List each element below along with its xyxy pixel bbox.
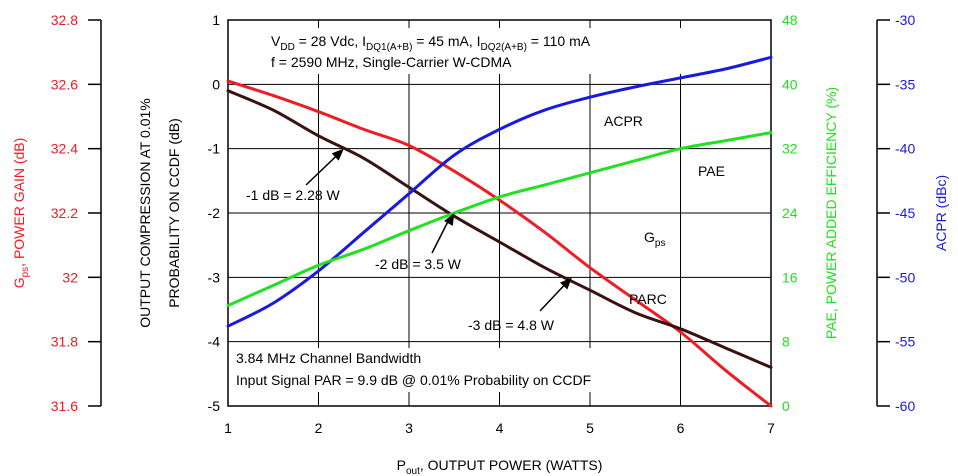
x-axis-label: Pout, OUTPUT POWER (WATTS) (397, 457, 603, 476)
annotation-layer (305, 148, 572, 312)
parc-tick-label: -1 (208, 141, 221, 157)
gps-tick-label: 31.6 (51, 398, 78, 414)
gps-tick-label: 32.2 (51, 205, 78, 221)
pae-tick-label: 32 (782, 141, 798, 157)
x-tick-label: 1 (224, 420, 232, 436)
acpr-tick-label: -55 (895, 334, 915, 350)
pae-tick-label: 8 (782, 334, 790, 350)
x-tick-label: 5 (586, 420, 594, 436)
series-label-pae: PAE (698, 163, 725, 179)
parc-tick-label: -4 (208, 334, 221, 350)
acpr-tick-label: -30 (895, 12, 915, 28)
series-label-gps: Gps (644, 229, 665, 249)
gps-tick-label: 31.8 (51, 334, 78, 350)
annotation-arrow-line (539, 280, 569, 312)
text-layer: ACPR PAE PARC Gps -1 dB = 2.28 W -2 dB = 3.5 … (232, 28, 725, 392)
acpr-tick-label: -45 (895, 205, 915, 221)
parc-tick-label: -3 (208, 269, 221, 285)
annotation-arrow-line (431, 216, 451, 254)
x-tick-label: 6 (677, 420, 685, 436)
series-line-pae (226, 131, 773, 307)
conditions-box (262, 28, 690, 74)
annotation-label: -1 dB = 2.28 W (246, 187, 341, 203)
series-label-acpr: ACPR (604, 113, 643, 129)
footnote-line2: Input Signal PAR = 9.9 dB @ 0.01% Probab… (236, 372, 591, 388)
gps-tick-label: 32 (62, 269, 78, 285)
parc-tick-label: -2 (208, 205, 221, 221)
axes: 1 2 3 4 5 6 7 Pout, OUTPUT POWER (WATTS) 31.6 31.… (11, 12, 949, 476)
acpr-tick-label: -50 (895, 269, 915, 285)
footnote-line1: 3.84 MHz Channel Bandwidth (236, 350, 421, 366)
parc-tick-label: 0 (212, 76, 220, 92)
gps-tick-label: 32.6 (51, 76, 78, 92)
pae-tick-label: 48 (782, 12, 798, 28)
gps-axis-label: Gps, POWER GAIN (dB) (11, 138, 31, 289)
plot-frame (227, 19, 772, 407)
pae-axis-label: PAE, POWER ADDED EFFICIENCY (%) (823, 87, 839, 339)
acpr-tick-label: -60 (895, 398, 915, 414)
x-tick-label: 4 (496, 420, 504, 436)
acpr-tick-label: -40 (895, 141, 915, 157)
series-line-gps (226, 79, 773, 408)
x-tick-label: 7 (767, 420, 775, 436)
acpr-tick-label: -35 (895, 76, 915, 92)
gps-tick-label: 32.8 (51, 12, 78, 28)
pae-tick-label: 40 (782, 76, 798, 92)
gps-tick-label: 32.4 (51, 141, 78, 157)
series-label-parc: PARC (629, 291, 667, 307)
conditions-line1: VDD = 28 Vdc, IDQ1(A+B) = 45 mA, IDQ2(A+… (271, 33, 591, 53)
series-line-acpr (226, 55, 773, 328)
acpr-axis-label: ACPR (dBc) (933, 175, 949, 251)
pae-tick-label: 0 (782, 398, 790, 414)
series-line-parc (226, 89, 773, 369)
parc-tick-label: -5 (208, 398, 221, 414)
annotation-label: -2 dB = 3.5 W (375, 256, 462, 272)
annotation-arrow-head (560, 277, 572, 290)
annotation-arrow-head (444, 213, 455, 226)
annotation-arrow-head (331, 148, 344, 161)
pae-tick-label: 16 (782, 269, 798, 285)
annotation-arrow-line (305, 152, 341, 186)
grid (227, 19, 772, 407)
parc-axis-label-line1: OUTPUT COMPRESSION AT 0.01% (137, 98, 153, 328)
series-layer (226, 55, 773, 408)
pae-tick-label: 24 (782, 205, 798, 221)
conditions-line2: f = 2590 MHz, Single-Carrier W-CDMA (271, 54, 512, 70)
x-tick-label: 3 (405, 420, 413, 436)
footnote-box (232, 348, 678, 392)
annotation-label: -3 dB = 4.8 W (468, 317, 555, 333)
parc-axis-label-line2: PROBABILITY ON CCDF (dB) (166, 118, 182, 308)
x-tick-label: 2 (315, 420, 323, 436)
parc-tick-label: 1 (212, 12, 220, 28)
